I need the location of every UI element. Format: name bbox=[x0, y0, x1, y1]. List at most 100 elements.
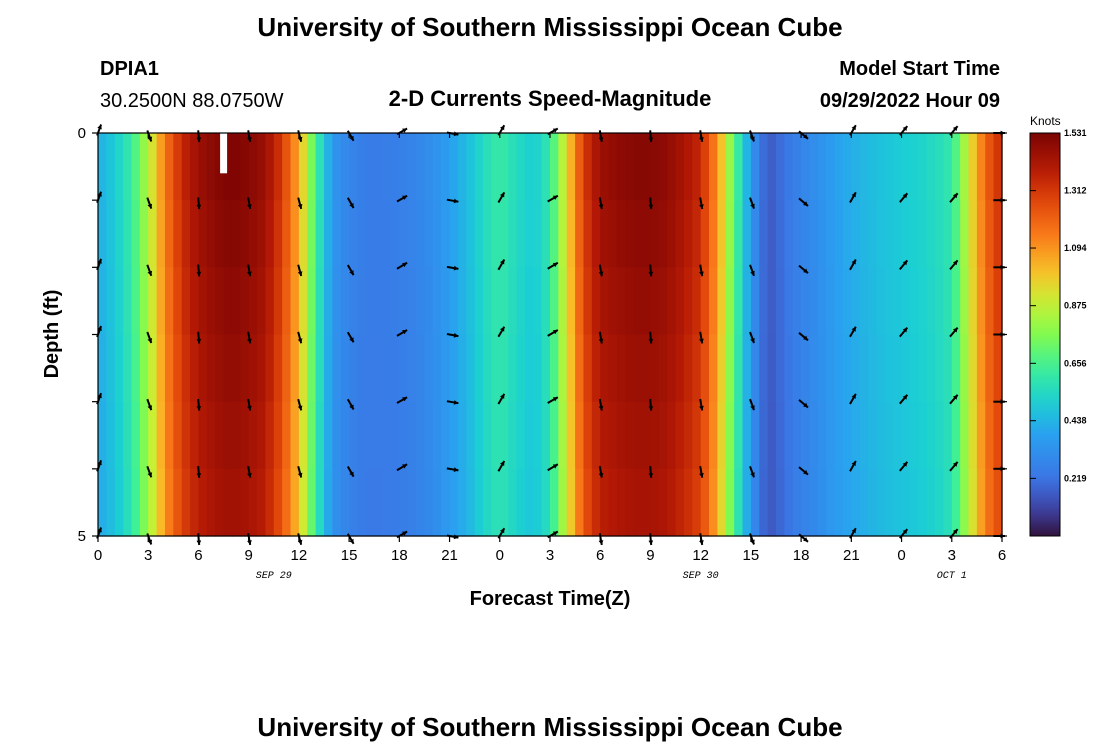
heatmap-cell bbox=[357, 133, 367, 201]
heatmap-cell bbox=[700, 468, 710, 537]
current-arrow-head bbox=[952, 394, 958, 400]
heatmap-cell bbox=[474, 200, 484, 268]
heatmap-cell bbox=[926, 334, 936, 403]
heatmap-cell bbox=[349, 401, 359, 470]
heatmap-cell bbox=[859, 267, 869, 336]
heatmap-cell bbox=[215, 401, 225, 470]
heatmap-cell bbox=[566, 200, 576, 268]
heatmap-cell bbox=[985, 200, 995, 268]
current-arrow-head bbox=[402, 531, 408, 536]
model-start-value: 09/29/2022 Hour 09 bbox=[820, 90, 1000, 112]
heatmap-cell bbox=[943, 468, 953, 537]
y-tick-label: 5 bbox=[78, 528, 86, 545]
heatmap-cell bbox=[324, 334, 333, 403]
missing-data-marker bbox=[220, 133, 228, 174]
heatmap-cell bbox=[315, 468, 325, 537]
heatmap-cells bbox=[98, 133, 1003, 537]
heatmap-cell bbox=[206, 468, 216, 537]
heatmap-cell bbox=[935, 200, 945, 268]
heatmap-cell bbox=[524, 401, 534, 470]
heatmap-cell bbox=[198, 468, 208, 537]
current-arrow-head bbox=[851, 192, 856, 198]
heatmap-cell bbox=[382, 200, 392, 268]
heatmap-cell bbox=[717, 401, 727, 470]
colorbar-unit: Knots bbox=[1030, 114, 1061, 128]
heatmap-cell bbox=[123, 200, 133, 268]
heatmap-cell bbox=[533, 334, 543, 403]
heatmap-cell bbox=[240, 468, 250, 537]
heatmap-cell bbox=[817, 200, 827, 268]
heatmap-cell bbox=[658, 267, 668, 336]
heatmap-cell bbox=[449, 334, 459, 403]
heatmap-cell bbox=[332, 334, 342, 403]
heatmap-cell bbox=[876, 468, 886, 537]
x-tick-label: 9 bbox=[244, 547, 252, 564]
heatmap-cell bbox=[683, 334, 693, 403]
heatmap-cell bbox=[148, 267, 158, 336]
x-axis: 0 3 6 9 12 15 18 21 0 3 6 9 12 15 18 21 0 3 6 bbox=[94, 133, 1006, 564]
heatmap-cell bbox=[466, 334, 476, 403]
current-arrow-head bbox=[297, 405, 303, 411]
heatmap-cell bbox=[650, 468, 660, 537]
heatmap-cell bbox=[524, 334, 534, 403]
heatmap-cell bbox=[616, 468, 626, 537]
heatmap-cell bbox=[298, 468, 308, 537]
heatmap-cell bbox=[407, 334, 417, 403]
main-title: University of Southern Mississippi Ocean… bbox=[257, 12, 842, 42]
heatmap-cell bbox=[993, 133, 1003, 201]
heatmap-cell bbox=[658, 468, 668, 537]
heatmap-cell bbox=[114, 401, 124, 470]
heatmap-cell bbox=[801, 133, 811, 201]
heatmap-cell bbox=[483, 200, 493, 268]
heatmap-cell bbox=[340, 401, 350, 470]
heatmap-cell bbox=[817, 133, 827, 201]
heatmap-cell bbox=[868, 133, 878, 201]
heatmap-cell bbox=[976, 200, 986, 268]
current-arrow-head bbox=[453, 198, 459, 204]
heatmap-cell bbox=[767, 334, 777, 403]
heatmap-cell bbox=[190, 200, 200, 268]
heatmap-cell bbox=[842, 200, 852, 268]
heatmap-cell bbox=[550, 334, 559, 403]
colorbar-tick-label: 1.094 bbox=[1064, 243, 1087, 253]
heatmap-cell bbox=[357, 401, 367, 470]
heatmap-cell bbox=[349, 334, 359, 403]
heatmap-cell bbox=[474, 267, 484, 336]
heatmap-cell bbox=[190, 468, 200, 537]
current-arrow-head bbox=[598, 473, 604, 478]
heatmap-cell bbox=[675, 133, 685, 201]
heatmap-cell bbox=[273, 267, 283, 336]
heatmap-cell bbox=[206, 401, 216, 470]
current-arrow-head bbox=[851, 461, 856, 466]
current-arrow-head bbox=[648, 473, 654, 478]
station-id: DPIA1 bbox=[100, 58, 159, 80]
heatmap-cell bbox=[750, 468, 760, 537]
heatmap-cell bbox=[148, 334, 158, 403]
heatmap-cell bbox=[240, 334, 250, 403]
heatmap-cell bbox=[742, 401, 752, 470]
heatmap-cell bbox=[298, 267, 308, 336]
colorbar-tick-label: 0.875 bbox=[1064, 301, 1087, 311]
heatmap-cell bbox=[918, 468, 928, 537]
heatmap-cell bbox=[625, 267, 635, 336]
heatmap-cell bbox=[993, 267, 1003, 336]
heatmap-cell bbox=[441, 334, 451, 403]
heatmap-cell bbox=[449, 401, 459, 470]
heatmap-cell bbox=[968, 401, 978, 470]
heatmap-cell bbox=[742, 334, 752, 403]
y-tick-label: 0 bbox=[78, 125, 86, 142]
heatmap-cell bbox=[901, 401, 911, 470]
colorbar-tick-label: 1.312 bbox=[1064, 186, 1087, 196]
heatmap-cell bbox=[776, 133, 785, 201]
heatmap-cell bbox=[717, 267, 727, 336]
heatmap-cell bbox=[374, 200, 384, 268]
current-arrow-head bbox=[147, 338, 153, 343]
heatmap-cell bbox=[231, 267, 241, 336]
heatmap-cell bbox=[901, 468, 911, 537]
heatmap-cell bbox=[382, 133, 392, 201]
current-arrow-head bbox=[803, 470, 808, 475]
current-arrow-head bbox=[750, 270, 755, 276]
heatmap-cell bbox=[918, 267, 928, 336]
current-arrow-head bbox=[402, 128, 408, 133]
